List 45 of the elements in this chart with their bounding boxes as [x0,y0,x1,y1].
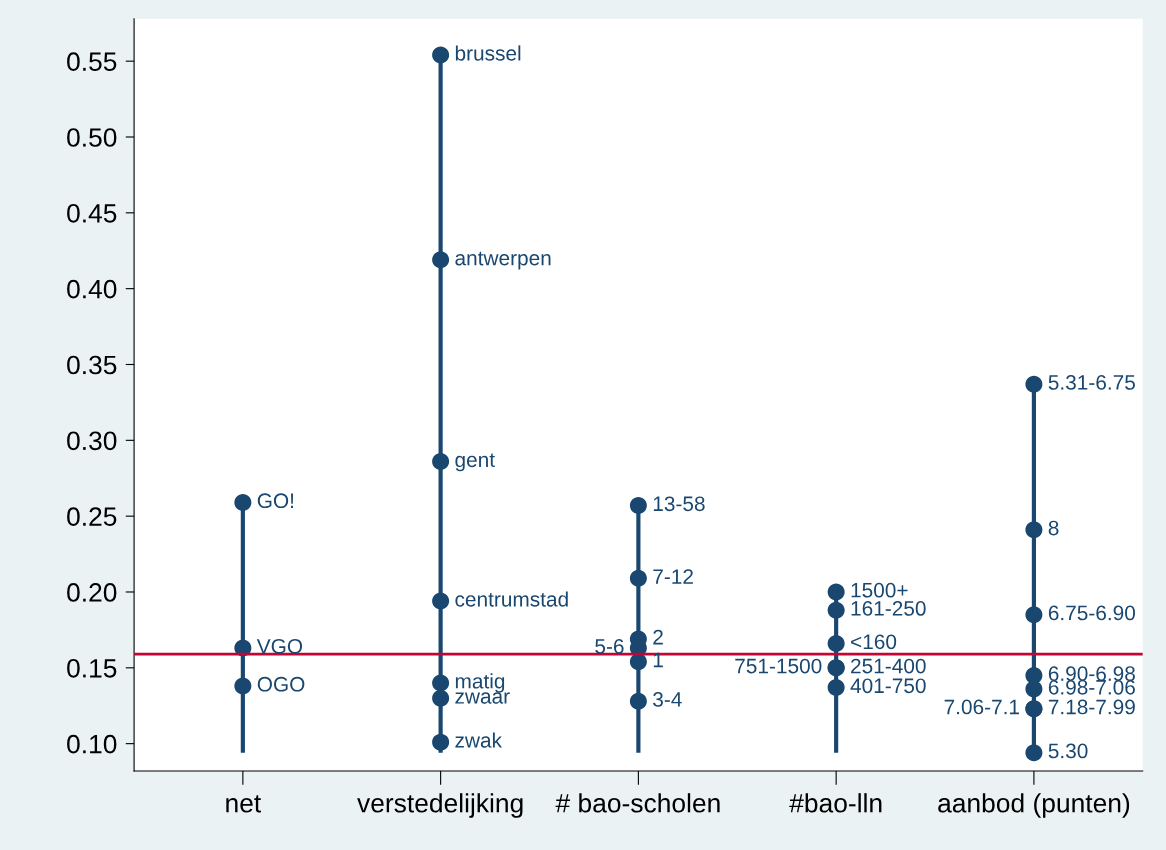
x-tick-label: aanbod (punten) [938,793,1130,818]
y-tick-label: 0.40 [67,279,117,299]
x-tick-label: #bao-lln [789,793,882,813]
annotation: 7.18-7.99 [1048,699,1135,715]
annotation: centrumstad [455,591,568,607]
annotation: gent [455,453,495,472]
annotation: antwerpen [455,251,551,270]
annotation: 3-4 [653,692,682,707]
annotation: 5.30 [1048,743,1088,759]
annotation: 251-400 [851,658,926,674]
annotation: 8 [1048,520,1059,536]
y-tick-label: 0.35 [67,355,117,375]
annotation: 13-58 [653,496,705,512]
annotation: 6.98-7.06 [1048,679,1135,695]
annotation: 161-250 [851,601,926,616]
y-tick-label: 0.30 [67,431,117,451]
x-tick-label: net [226,795,262,813]
annotation: matig [455,673,505,693]
annotation: brussel [455,45,521,61]
annotation: 5-6 [595,638,624,654]
y-tick-label: 0.15 [67,658,117,678]
annotation: GO! [257,493,294,509]
annotation: 1 [653,652,663,668]
annotation: 6.90-6.98 [1048,666,1135,681]
y-tick-label: 0.50 [67,128,117,147]
annotation: 5.31-6.75 [1048,375,1135,390]
annotation: 7-12 [653,569,693,584]
annotation: 751-1500 [735,658,822,674]
annotation: VGO [256,638,303,654]
y-tick-label: 0.20 [67,583,117,602]
y-tick-label: 0.55 [67,52,117,71]
y-tick-label: 0.25 [67,507,117,526]
annotation: 6.75-6.90 [1048,605,1136,621]
y-tick-label: 0.45 [67,203,117,223]
x-tick-label: verstedelijking [357,793,523,818]
annotation: zwak [455,732,503,748]
y-tick-label: 0.10 [67,734,117,754]
annotation: 401-750 [850,678,926,694]
annotation: 2 [653,629,663,645]
annotation: 7.06-7.1 [944,699,1020,715]
annotation: OGO [257,676,305,692]
annotation: zwaar [455,692,510,704]
annotation: 1500+ [851,582,908,598]
annotation: <160 [851,634,897,650]
x-tick-label: # bao-scholen [555,793,720,813]
